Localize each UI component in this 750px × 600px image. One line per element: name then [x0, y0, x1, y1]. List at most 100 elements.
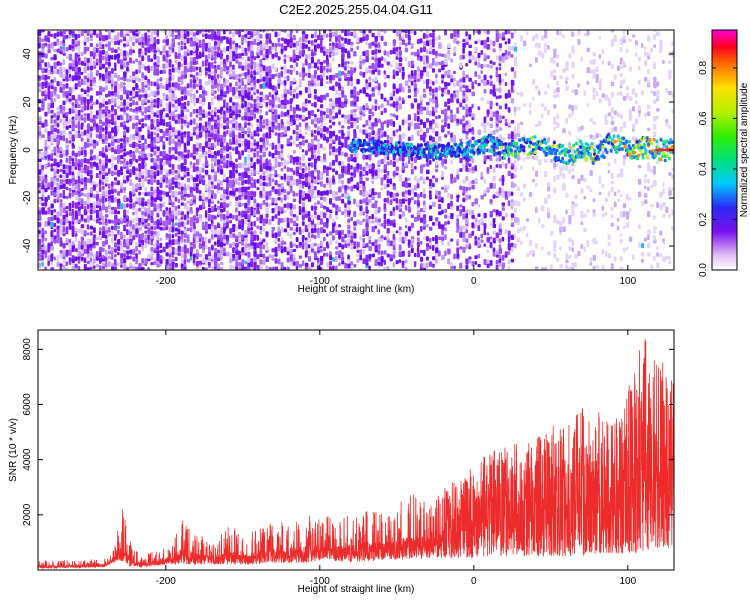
heatmap-cell: [319, 127, 323, 134]
heatmap-cell: [398, 57, 403, 62]
heatmap-cell: [53, 186, 57, 193]
heatmap-cell: [389, 254, 394, 259]
heatmap-cell: [374, 239, 378, 245]
heatmap-cell: [201, 60, 205, 67]
heatmap-cell: [404, 259, 408, 264]
heatmap-cell: [153, 81, 157, 87]
heatmap-cell: [259, 44, 263, 51]
heatmap-cell: [147, 126, 150, 131]
heatmap-cell: [265, 256, 269, 262]
heatmap-cell: [135, 106, 139, 112]
heatmap-cell: [192, 102, 196, 107]
heatmap-cell: [65, 237, 69, 244]
heatmap-cell: [74, 83, 78, 87]
heatmap-cell: [92, 234, 97, 239]
heatmap-cell: [377, 30, 381, 37]
heatmap-cell: [153, 249, 157, 254]
heatmap-cell: [83, 149, 87, 155]
heatmap-cell: [198, 190, 202, 195]
heatmap-cell: [120, 244, 123, 252]
heatmap-cell: [262, 181, 266, 187]
heatmap-cell: [313, 163, 317, 170]
heatmap-cell: [162, 227, 167, 231]
heatmap-cell: [268, 159, 271, 165]
heatmap-cell: [44, 150, 48, 157]
heatmap-cell: [44, 121, 48, 127]
heatmap-cell: [138, 119, 142, 123]
heatmap-cell: [338, 146, 342, 151]
heatmap-cell: [120, 160, 124, 165]
heatmap-cell: [301, 180, 306, 186]
heatmap-cell: [310, 178, 314, 184]
heatmap-cell: [123, 152, 127, 157]
heatmap-cell: [53, 86, 57, 92]
heatmap-cell: [407, 156, 412, 161]
heatmap-cell: [123, 124, 127, 130]
heatmap-cell: [107, 98, 111, 105]
heatmap-cell: [292, 150, 297, 154]
heatmap-cell: [98, 41, 102, 48]
heatmap-cell: [277, 132, 281, 138]
heatmap-cell: [335, 154, 338, 161]
heatmap-cell: [277, 237, 280, 242]
heatmap-cell: [365, 230, 369, 235]
heatmap-cell: [298, 165, 302, 171]
heatmap-cell: [271, 248, 275, 253]
heatmap-cell: [123, 144, 127, 149]
heatmap-cell: [292, 191, 296, 197]
heatmap-cell: [298, 255, 303, 259]
heatmap-cell: [307, 125, 311, 132]
heatmap-cell: [132, 90, 136, 97]
heatmap-cell: [238, 104, 242, 110]
heatmap-cell: [77, 210, 81, 216]
heatmap-cell: [207, 53, 211, 60]
heatmap-cell: [126, 39, 129, 45]
heatmap-cell: [47, 30, 51, 37]
heatmap-cell: [38, 221, 42, 227]
heatmap-cell: [353, 129, 357, 134]
heatmap-cell: [150, 217, 154, 223]
heatmap-cell: [307, 256, 312, 262]
heatmap-cell: [316, 108, 320, 113]
heatmap-cell: [241, 116, 245, 121]
heatmap-cell: [44, 254, 48, 259]
heatmap-cell: [195, 89, 199, 94]
heatmap-cell: [207, 111, 211, 115]
heatmap-cell: [59, 199, 63, 203]
heatmap-cell: [132, 86, 136, 91]
heatmap-cell: [138, 182, 141, 188]
heatmap-cell: [89, 30, 93, 34]
heatmap-cell: [319, 40, 323, 47]
heatmap-cell: [165, 191, 170, 197]
heatmap-cell: [326, 222, 329, 229]
heatmap-cell: [253, 79, 257, 86]
heatmap-cell: [292, 118, 296, 126]
heatmap-cell: [168, 130, 172, 137]
heatmap-cell: [319, 122, 323, 128]
heatmap-cell: [117, 218, 121, 223]
heatmap-cell: [253, 139, 257, 143]
heatmap-cell: [383, 70, 387, 75]
heatmap-cell: [117, 239, 121, 245]
heatmap-cell: [232, 70, 236, 77]
heatmap-cell: [59, 66, 63, 71]
heatmap-cell: [95, 155, 100, 161]
heatmap-cell: [289, 44, 293, 49]
heatmap-cell: [347, 229, 351, 235]
heatmap-cell: [380, 158, 384, 165]
heatmap-cell: [186, 193, 190, 198]
heatmap-cell: [126, 116, 129, 122]
heatmap-cell: [123, 195, 127, 202]
heatmap-cell: [180, 151, 184, 158]
heatmap-cell: [280, 182, 284, 189]
heatmap-cell: [111, 37, 114, 43]
heatmap-cell: [65, 267, 69, 270]
heatmap-cell: [229, 146, 232, 150]
heatmap-cell: [407, 226, 412, 232]
heatmap-cell: [217, 86, 220, 92]
heatmap-cell: [77, 66, 81, 73]
heatmap-cell: [56, 232, 60, 238]
heatmap-cell: [41, 169, 44, 176]
heatmap-cell: [165, 159, 169, 165]
heatmap-cell: [174, 119, 178, 124]
